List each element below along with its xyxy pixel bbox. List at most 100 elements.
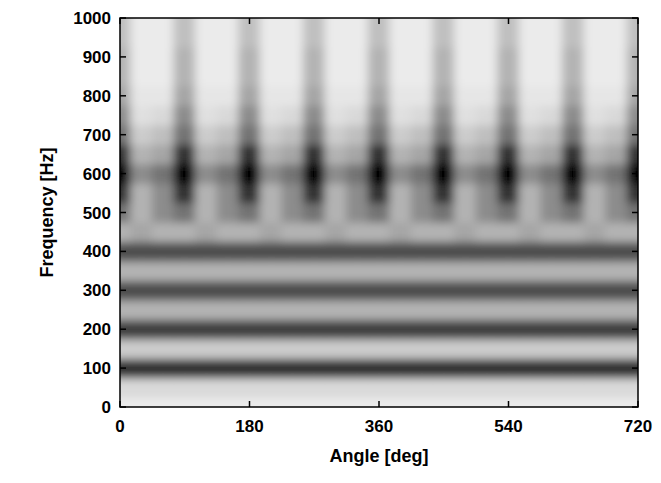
heatmap-cell xyxy=(476,124,499,144)
heatmap-cell xyxy=(173,202,196,222)
heatmap-cell xyxy=(195,261,218,281)
heatmap-cell xyxy=(217,47,240,67)
heatmap-cell xyxy=(217,338,240,358)
heatmap-cell xyxy=(368,202,391,222)
heatmap-cell xyxy=(152,144,175,164)
heatmap-cell xyxy=(389,144,412,164)
heatmap-cell xyxy=(173,338,196,358)
heatmap-cell xyxy=(130,319,153,339)
heatmap-cell xyxy=(303,377,326,397)
heatmap-cell xyxy=(627,47,638,67)
heatmap-cell xyxy=(120,319,131,339)
heatmap-cell xyxy=(130,47,153,67)
heatmap-cell xyxy=(562,124,585,144)
heatmap-cell xyxy=(454,124,477,144)
heatmap-cell xyxy=(584,300,607,320)
heatmap-cell xyxy=(497,280,520,300)
heatmap-cell xyxy=(389,27,412,47)
heatmap-cell xyxy=(454,300,477,320)
x-tick-label: 360 xyxy=(365,417,393,436)
heatmap-cell xyxy=(584,163,607,183)
heatmap-cell xyxy=(195,358,218,378)
heatmap-cell xyxy=(130,86,153,106)
heatmap-cell xyxy=(519,105,542,125)
heatmap-cell xyxy=(411,27,434,47)
heatmap-cell xyxy=(540,261,563,281)
heatmap-cell xyxy=(454,47,477,67)
heatmap-cell xyxy=(605,261,628,281)
x-tick-label: 540 xyxy=(494,417,522,436)
heatmap-cell xyxy=(238,261,261,281)
heatmap-cell xyxy=(411,261,434,281)
heatmap-cell xyxy=(411,66,434,86)
heatmap-cell xyxy=(497,183,520,203)
heatmap-cell xyxy=(476,27,499,47)
heatmap-cell xyxy=(476,86,499,106)
heatmap-cell xyxy=(346,202,369,222)
heatmap-cell xyxy=(562,66,585,86)
heatmap-cell xyxy=(173,300,196,320)
heatmap-cell xyxy=(260,163,283,183)
heatmap-cell xyxy=(584,377,607,397)
heatmap-cell xyxy=(260,241,283,261)
heatmap-cell xyxy=(120,105,131,125)
x-tick xyxy=(249,401,251,407)
heatmap-cell xyxy=(152,202,175,222)
heatmap-cell xyxy=(238,300,261,320)
heatmap-cell xyxy=(562,241,585,261)
heatmap-cell xyxy=(217,183,240,203)
heatmap-cell xyxy=(605,377,628,397)
heatmap-cell xyxy=(217,241,240,261)
y-tick-label: 900 xyxy=(83,48,111,67)
heatmap-cell xyxy=(217,202,240,222)
heatmap-cell xyxy=(476,338,499,358)
heatmap-cell xyxy=(519,86,542,106)
heatmap-cell xyxy=(368,183,391,203)
heatmap-cell xyxy=(281,183,304,203)
heatmap-cell xyxy=(476,377,499,397)
heatmap-cell xyxy=(432,66,455,86)
heatmap-cell xyxy=(605,300,628,320)
heatmap-cell xyxy=(281,280,304,300)
heatmap-cell xyxy=(346,377,369,397)
heatmap-cell xyxy=(627,280,638,300)
heatmap-cell xyxy=(454,261,477,281)
heatmap-cell xyxy=(238,377,261,397)
heatmap-cell xyxy=(432,280,455,300)
heatmap-cell xyxy=(454,377,477,397)
heatmap-cell xyxy=(454,144,477,164)
y-tick-right xyxy=(632,251,638,253)
heatmap-cell xyxy=(260,222,283,242)
heatmap-cell xyxy=(497,27,520,47)
heatmap-cell xyxy=(260,338,283,358)
heatmap-cells xyxy=(120,18,638,407)
heatmap-cell xyxy=(260,280,283,300)
heatmap-cell xyxy=(303,66,326,86)
y-tick xyxy=(120,212,126,214)
heatmap-cell xyxy=(130,18,153,28)
heatmap-cell xyxy=(281,105,304,125)
plot-area xyxy=(120,18,638,407)
heatmap-cell xyxy=(217,261,240,281)
heatmap-cell xyxy=(260,202,283,222)
heatmap-cell xyxy=(346,222,369,242)
heatmap-cell xyxy=(411,338,434,358)
heatmap-cell xyxy=(346,18,369,28)
heatmap-cell xyxy=(627,202,638,222)
y-tick-label: 0 xyxy=(102,398,111,417)
heatmap-cell xyxy=(519,241,542,261)
heatmap-cell xyxy=(238,66,261,86)
heatmap-cell xyxy=(346,66,369,86)
heatmap-cell xyxy=(411,47,434,67)
heatmap-cell xyxy=(432,338,455,358)
heatmap-cell xyxy=(238,280,261,300)
heatmap-cell xyxy=(432,241,455,261)
heatmap-cell xyxy=(325,222,348,242)
heatmap-cell xyxy=(120,86,131,106)
heatmap-cell xyxy=(260,319,283,339)
heatmap-cell xyxy=(389,163,412,183)
heatmap-cell xyxy=(325,202,348,222)
heatmap-cell xyxy=(152,319,175,339)
heatmap-cell xyxy=(454,105,477,125)
y-axis-title: Frequency [Hz] xyxy=(37,147,57,277)
